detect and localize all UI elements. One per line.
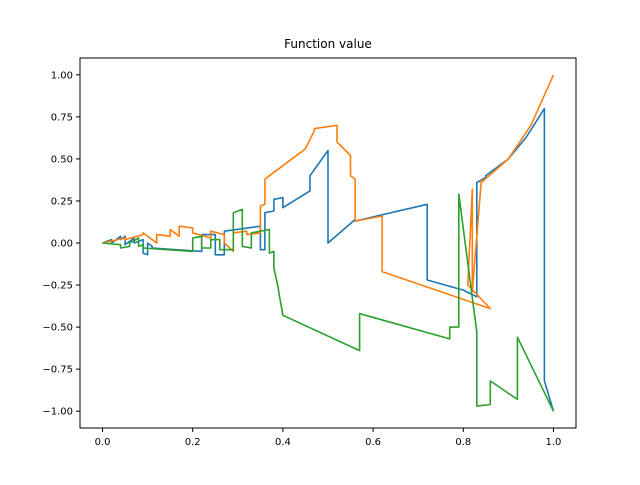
series-line-2 <box>102 74 555 310</box>
y-tick-label: −0.75 <box>42 365 73 376</box>
x-tick-label: 1.0 <box>546 437 562 448</box>
y-tick-label: −0.50 <box>42 323 73 334</box>
x-tick-label: 0.6 <box>365 437 381 448</box>
y-tick-label: 0.25 <box>51 196 73 207</box>
chart-title: Function value <box>284 37 372 51</box>
y-tick-label: −1.00 <box>42 407 73 418</box>
series-layer <box>102 74 555 412</box>
series-line-3 <box>102 193 555 412</box>
x-tick-label: 0.8 <box>455 437 471 448</box>
y-axis: −1.00 −0.75 −0.50 −0.25 0.00 0.25 0.50 0.75 1.00 <box>42 70 80 418</box>
x-tick-label: 0.4 <box>275 437 291 448</box>
x-axis: 0.0 0.2 0.4 0.6 0.8 1.0 <box>95 428 562 448</box>
y-tick-label: 0.00 <box>51 239 73 250</box>
y-tick-label: 0.75 <box>51 112 73 123</box>
y-tick-label: 1.00 <box>51 70 73 81</box>
y-tick-label: 0.50 <box>51 154 73 165</box>
x-tick-label: 0.2 <box>185 437 201 448</box>
y-tick-label: −0.25 <box>42 281 73 292</box>
x-tick-label: 0.0 <box>95 437 111 448</box>
